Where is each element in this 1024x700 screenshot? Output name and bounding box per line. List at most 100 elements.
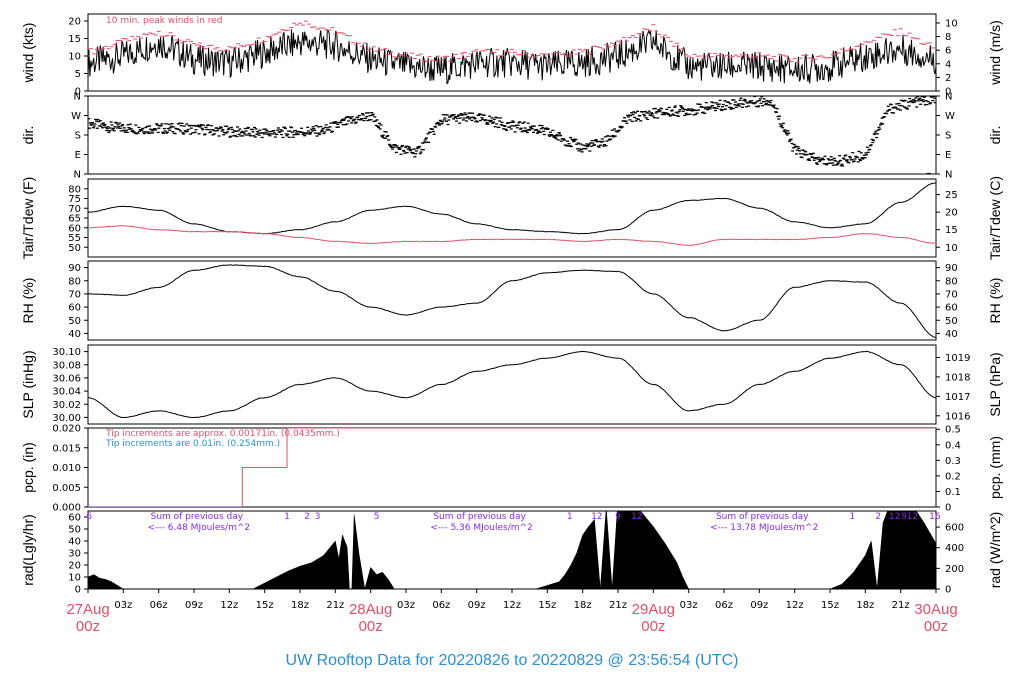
rh-ytick-label: 40 [68, 329, 81, 340]
x-day-label: 28Aug [349, 601, 392, 618]
pcp-plot [88, 428, 936, 507]
temp-ytick-label: 60 [68, 223, 81, 234]
rh-ytick-label: 80 [68, 276, 81, 287]
rad-sum-value: <--- 5.36 MJoules/m^2 [430, 523, 532, 533]
slp-frame [87, 344, 937, 425]
x-hour-label: 12z [503, 600, 521, 611]
x-hour-label: 06z [432, 600, 450, 611]
rh-ylabel: RH (%) [20, 278, 36, 324]
rad-hour-number: 12 [591, 512, 602, 522]
pcp-series-pcp-red [88, 428, 936, 507]
wind-y2tick-label: 6 [945, 46, 951, 57]
pcp-ytick-label: 0.000 [52, 503, 81, 514]
x-hour-label: 15z [256, 600, 274, 611]
panel-pcp: 0.000 0.005 0.010 0.015 0.020 0 0.1 0.2 0.3 0.4 0.… [20, 424, 1003, 514]
rh-ytick-label: 60 [68, 303, 81, 314]
wind-y2tick-label: 4 [945, 59, 951, 70]
rh-y2tick-label: 40 [945, 329, 958, 340]
x-day-label: 30Aug [914, 601, 957, 618]
rad-y2tick-label: 600 [945, 523, 964, 534]
temp-y2tick-label: 25 [945, 190, 958, 201]
x-hour-label: 09z [750, 600, 768, 611]
temp-series-Tair [88, 182, 936, 235]
dir-plot [88, 96, 936, 174]
rad-hour-number: 1 [850, 512, 856, 522]
wind-ytick-label: 0 [75, 87, 81, 98]
rh-ytick-label: 50 [68, 316, 81, 327]
rad-y2tick-label: 200 [945, 564, 964, 575]
wind-ytick-label: 5 [75, 69, 81, 80]
pcp-y2tick-label: 0.1 [945, 487, 961, 498]
wind-series-wind [88, 28, 936, 85]
rh-plot [88, 264, 936, 338]
temp-ytick-label: 80 [68, 184, 81, 195]
x-hour-label: 21z [609, 600, 627, 611]
pcp-y2tick-label: 0.4 [945, 440, 961, 451]
dir-y2tick-label: S [945, 131, 951, 142]
x-day-hour: 00z [76, 618, 100, 635]
x-day-hour: 00z [924, 618, 948, 635]
dir-y2tick-label: E [945, 150, 951, 161]
wind-frame [87, 13, 937, 92]
x-hour-label: 03z [397, 600, 415, 611]
rad-series-area [88, 511, 936, 589]
temp-ytick-label: 70 [68, 204, 81, 215]
wind-ylabel: wind (kts) [20, 23, 36, 84]
wind-note: 10 min. peak winds in red [106, 16, 223, 26]
rad-hour-number: 12 [631, 512, 642, 522]
temp-plot [88, 182, 936, 246]
rh-series-RH [88, 264, 936, 338]
temp-series-Tdew [88, 225, 936, 246]
rad-sum-label: Sum of previous day [151, 512, 244, 522]
x-hour-label: 18z [856, 600, 874, 611]
x-hour-label: 09z [185, 600, 203, 611]
x-hour-label: 06z [150, 600, 168, 611]
rad-sum-label: Sum of previous day [433, 512, 526, 522]
rad-hour-number: 9 [901, 512, 907, 522]
rad-ytick-label: 50 [68, 525, 81, 536]
rad-hour-number: 9 [615, 512, 621, 522]
pcp-y2tick-label: 0 [945, 503, 951, 514]
panel-wind: 0 5 10 15 20 0 2 4 6 8 10 wind (kts) wind (m/s) 10 mi… [20, 13, 1003, 98]
rad-sum-value: <--- 13.78 MJoules/m^2 [710, 523, 818, 533]
wind-y2tick-label: 0 [945, 87, 951, 98]
wind-ytick-label: 15 [68, 34, 81, 45]
rh-y2tick-label: 50 [945, 316, 958, 327]
wind-y2label: wind (m/s) [987, 20, 1003, 86]
pcp-ylabel: pcp. (in) [20, 442, 36, 493]
slp-ytick-label: 30.06 [52, 373, 81, 384]
pcp-ytick-label: 0.020 [52, 424, 81, 435]
x-day-hour: 00z [359, 618, 383, 635]
rad-ylabel: rad(Lgly/hr) [20, 514, 36, 586]
x-hour-label: 18z [291, 600, 309, 611]
slp-ytick-label: 30.08 [52, 360, 81, 371]
slp-plot [88, 350, 936, 419]
rh-ytick-label: 90 [68, 263, 81, 274]
x-hour-label: 03z [680, 600, 698, 611]
dir-y2label: dir. [987, 126, 1003, 145]
rad-ytick-label: 60 [68, 513, 81, 524]
dir-y2tick-label: N [945, 92, 952, 103]
x-day-hour: 00z [641, 618, 665, 635]
dir-ytick-label: E [75, 150, 81, 161]
rad-hour-number: 1 [567, 512, 573, 522]
slp-ytick-label: 30.02 [52, 400, 81, 411]
x-hour-label: 15z [821, 600, 839, 611]
temp-ylabel: Tair/Tdew (F) [20, 177, 36, 259]
temp-y2tick-label: 10 [945, 243, 958, 254]
temp-ytick-label: 65 [68, 214, 81, 225]
pcp-ytick-label: 0.010 [52, 463, 81, 474]
x-hour-label: 12z [786, 600, 804, 611]
rad-hour-number: 5 [374, 512, 380, 522]
slp-ytick-label: 30.04 [52, 387, 81, 398]
wind-y2tick-label: 2 [945, 73, 951, 84]
pcp-y2label: pcp. (mm) [987, 436, 1003, 499]
temp-ytick-label: 50 [68, 243, 81, 254]
slp-ytick-label: 30.10 [52, 347, 81, 358]
rad-ytick-label: 30 [68, 549, 81, 560]
dir-y2tick-label: N [945, 170, 952, 181]
x-hour-label: 21z [892, 600, 910, 611]
